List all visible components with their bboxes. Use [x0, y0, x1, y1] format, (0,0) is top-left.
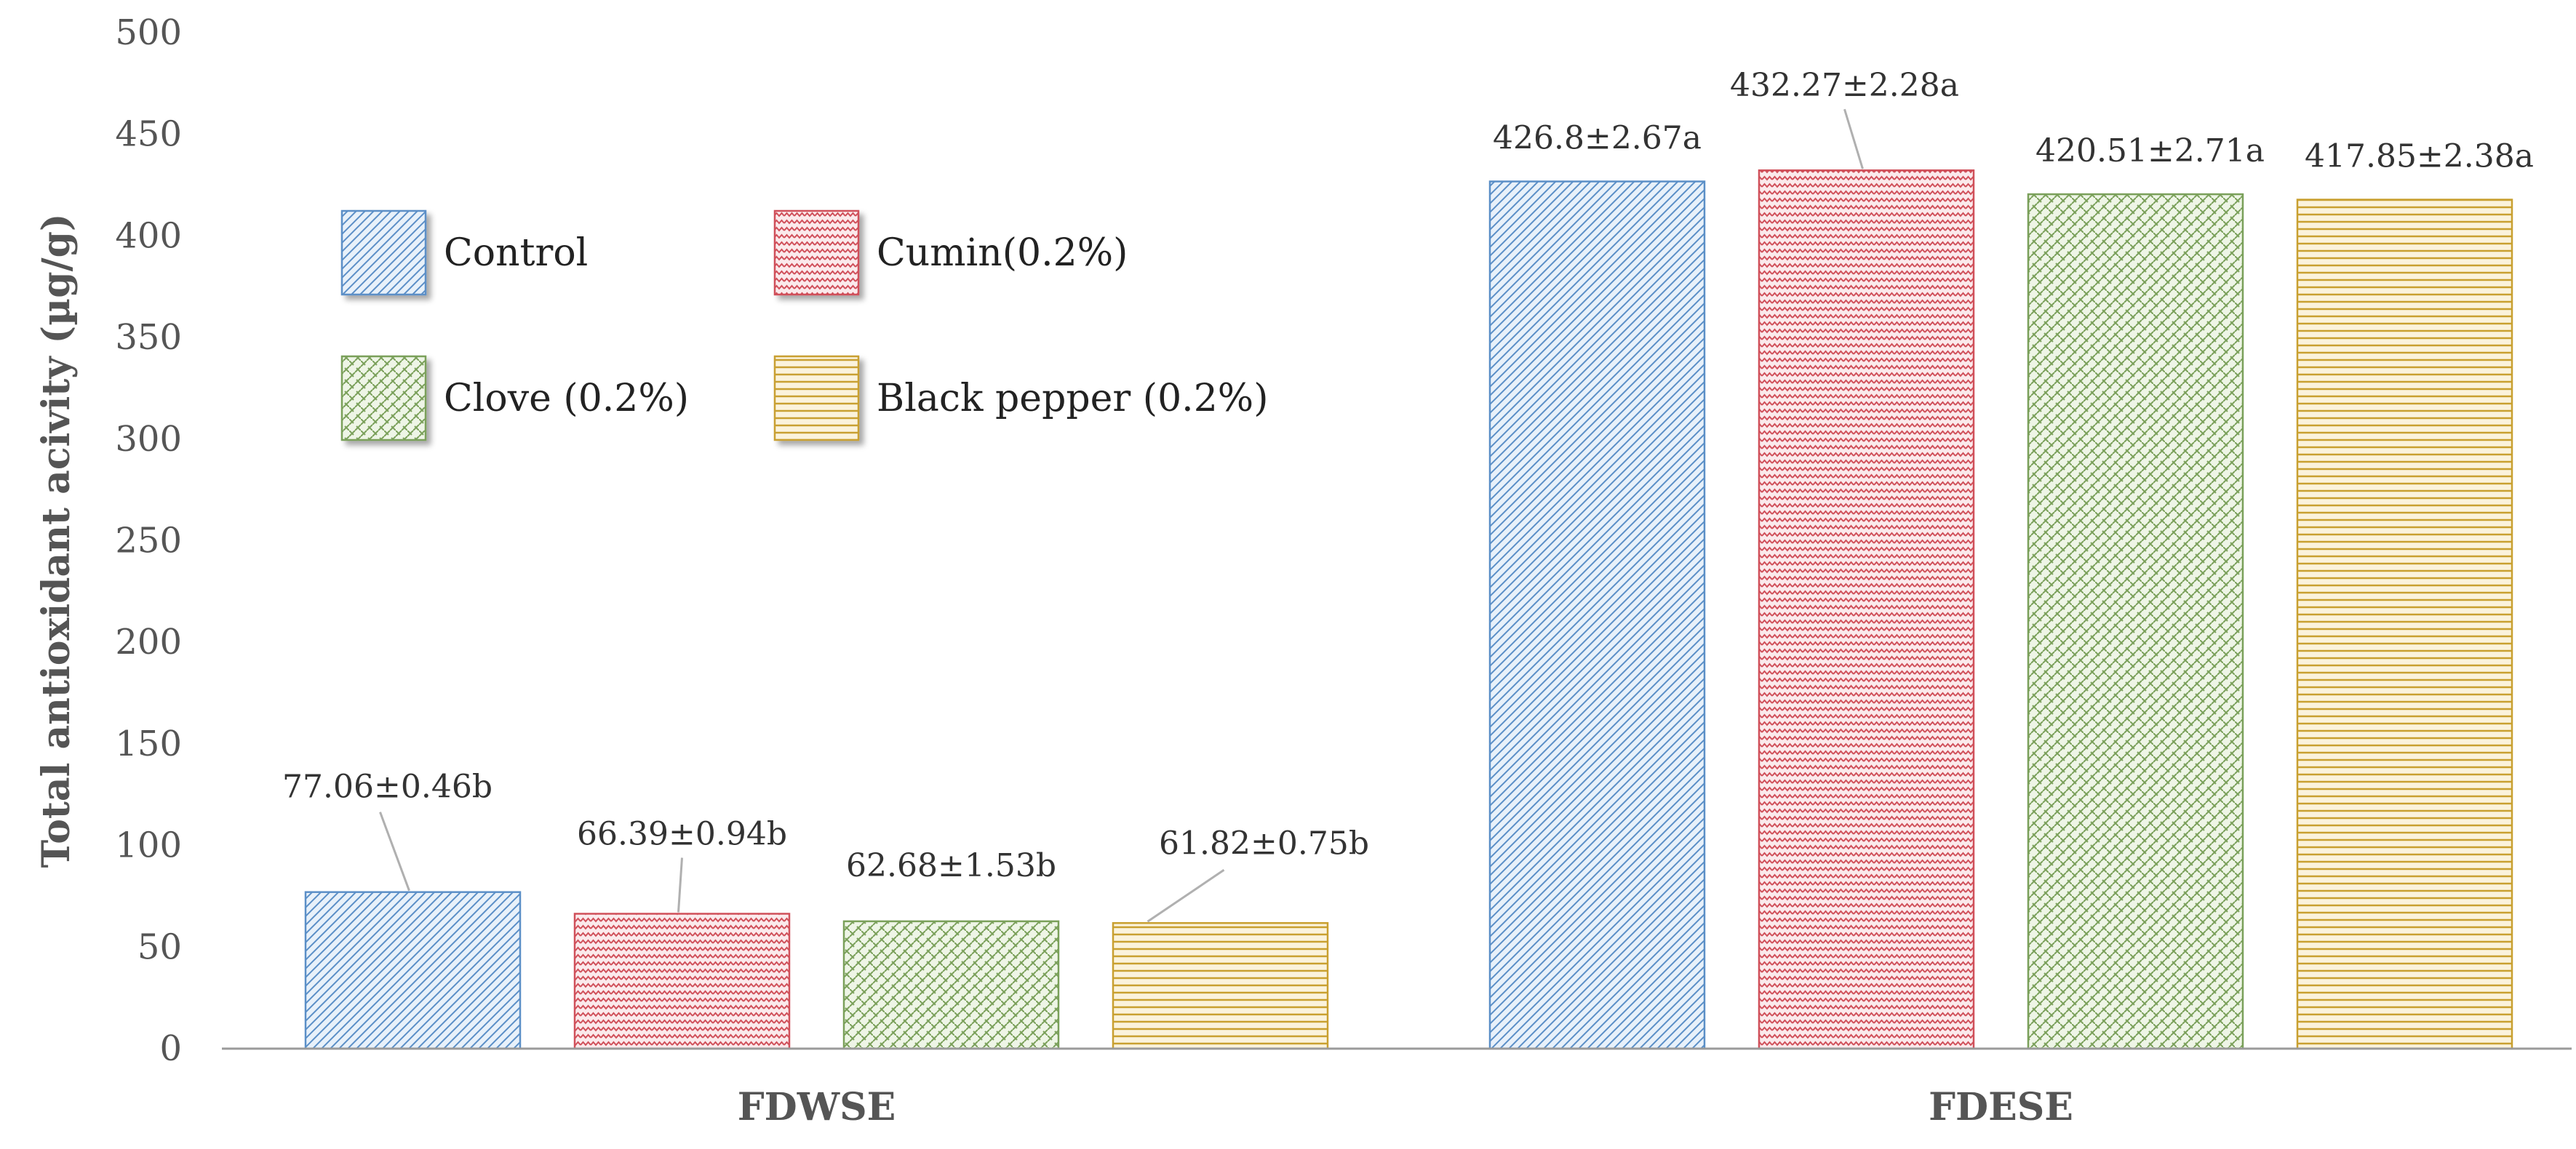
legend-swatch: [773, 355, 860, 441]
legend-label: Black pepper (0.2%): [877, 377, 1268, 420]
legend-item: Control: [340, 209, 588, 296]
legend-label: Control: [444, 231, 588, 275]
y-tick-label: 400: [115, 215, 182, 256]
data-label-leaders: [379, 108, 1864, 923]
y-tick-label: 150: [115, 724, 182, 764]
y-tick-label: 300: [115, 419, 182, 460]
bar-fdese-4: [2296, 199, 2513, 1050]
data-label: 432.27±2.28a: [1730, 67, 1959, 104]
data-labels-group: 77.06±0.46b 66.39±0.94b 62.68±1.53b 61.82±0…: [282, 67, 2534, 884]
bar-fdwse-1: [304, 891, 522, 1050]
bar-fdwse-2: [573, 913, 791, 1050]
legend-item: Black pepper (0.2%): [773, 355, 1268, 441]
data-label: 417.85±2.38a: [2305, 138, 2534, 175]
y-tick-label: 250: [115, 521, 182, 561]
bar-fdese-1: [1488, 180, 1706, 1050]
leader-line: [677, 857, 683, 913]
data-label: 62.68±1.53b: [846, 847, 1056, 884]
legend-item: Cumin(0.2%): [773, 209, 1128, 296]
data-label: 420.51±2.71a: [2035, 132, 2265, 169]
legend-swatch: [773, 209, 860, 296]
y-tick-label: 500: [115, 12, 182, 53]
y-tick-label: 200: [115, 622, 182, 662]
category-label: FDWSE: [738, 1085, 896, 1129]
leader-line: [379, 812, 410, 892]
y-tick-label: 100: [115, 825, 182, 866]
bar-fdwse-3: [842, 920, 1060, 1050]
legend: Control Cumin(0.2%) Clove (0.2%) Black pepp…: [340, 209, 1268, 441]
data-label: 426.8±2.67a: [1493, 120, 1702, 157]
y-axis-label-group: Total antioxidant acivity (µg/g): [34, 213, 79, 868]
legend-label: Cumin(0.2%): [877, 231, 1128, 275]
bar-fdese-2: [1758, 169, 1975, 1050]
y-axis-title: Total antioxidant acivity (µg/g): [34, 213, 79, 868]
data-label: 66.39±0.94b: [577, 816, 787, 853]
legend-swatch: [340, 209, 427, 296]
legend-swatch: [340, 355, 427, 441]
y-tick-label: 0: [159, 1028, 182, 1069]
category-label: FDESE: [1929, 1085, 2073, 1129]
y-tick-label: 350: [115, 317, 182, 358]
legend-item: Clove (0.2%): [340, 355, 689, 441]
bar-fdese-3: [2027, 193, 2244, 1050]
category-labels: FDWSE FDESE: [738, 1085, 2073, 1129]
y-tick-label: 450: [115, 114, 182, 155]
bars-group: [304, 169, 2513, 1050]
leader-line: [1843, 108, 1864, 169]
y-tick-label: 50: [137, 926, 182, 967]
y-tick-labels: 0 50 100 150 200 250 300 350 400 450 500: [115, 12, 182, 1069]
leader-line: [1147, 869, 1225, 923]
bar-fdwse-4: [1112, 922, 1329, 1050]
legend-label: Clove (0.2%): [444, 377, 689, 420]
data-label: 61.82±0.75b: [1159, 825, 1369, 862]
data-label: 77.06±0.46b: [282, 769, 493, 806]
